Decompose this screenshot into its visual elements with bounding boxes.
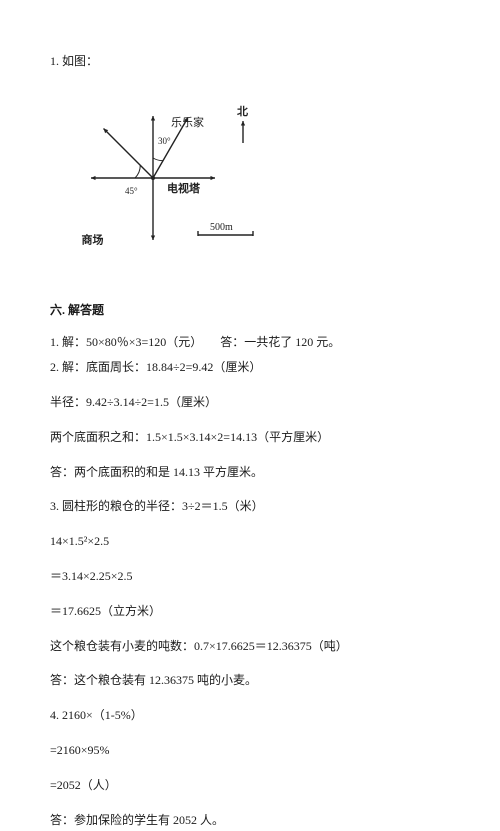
a4-l4: 答：参加保险的学生有 2052 人。	[50, 809, 450, 831]
a4-l3: =2052（人）	[50, 774, 450, 797]
a3-l1: 3. 圆柱形的粮仓的半径：3÷2＝1.5（米）	[50, 495, 450, 518]
svg-text:45°: 45°	[125, 186, 138, 196]
section6-heading: 六. 解答题	[50, 299, 450, 322]
svg-text:电视塔: 电视塔	[167, 181, 201, 195]
a2-l4: 答：两个底面积的和是 14.13 平方厘米。	[50, 461, 450, 484]
svg-text:乐乐家: 乐乐家	[171, 115, 204, 129]
a4-l2: =2160×95%	[50, 739, 450, 762]
a3-l6: 答：这个粮仓装有 12.36375 吨的小麦。	[50, 669, 450, 692]
a4-l1: 4. 2160×（1-5%）	[50, 704, 450, 727]
svg-text:商场: 商场	[82, 232, 104, 246]
q1-diagram: 乐乐家30° 电视塔 45° 商场 北 500m	[58, 83, 450, 281]
a3-l4: ＝17.6625（立方米）	[50, 600, 450, 623]
a1-l1: 1. 解：50×80％×3=120（元） 答：一共花了 120 元。	[50, 331, 450, 354]
svg-text:500m: 500m	[210, 222, 233, 233]
q1-prefix: 1. 如图：	[50, 50, 450, 73]
svg-text:北: 北	[237, 104, 248, 118]
a3-l3: ＝3.14×2.25×2.5	[50, 565, 450, 588]
a2-l3: 两个底面积之和：1.5×1.5×3.14×2=14.13（平方厘米）	[50, 426, 450, 449]
a3-l5: 这个粮仓装有小麦的吨数：0.7×17.6625＝12.36375（吨）	[50, 635, 450, 658]
direction-diagram: 乐乐家30° 电视塔 45° 商场 北 500m	[58, 83, 278, 273]
a3-l2: 14×1.5²×2.5	[50, 530, 450, 553]
a2-l2: 半径：9.42÷3.14÷2=1.5（厘米）	[50, 391, 450, 414]
a2-l1: 2. 解：底面周长：18.84÷2=9.42（厘米）	[50, 356, 450, 379]
svg-text:30°: 30°	[158, 136, 171, 146]
